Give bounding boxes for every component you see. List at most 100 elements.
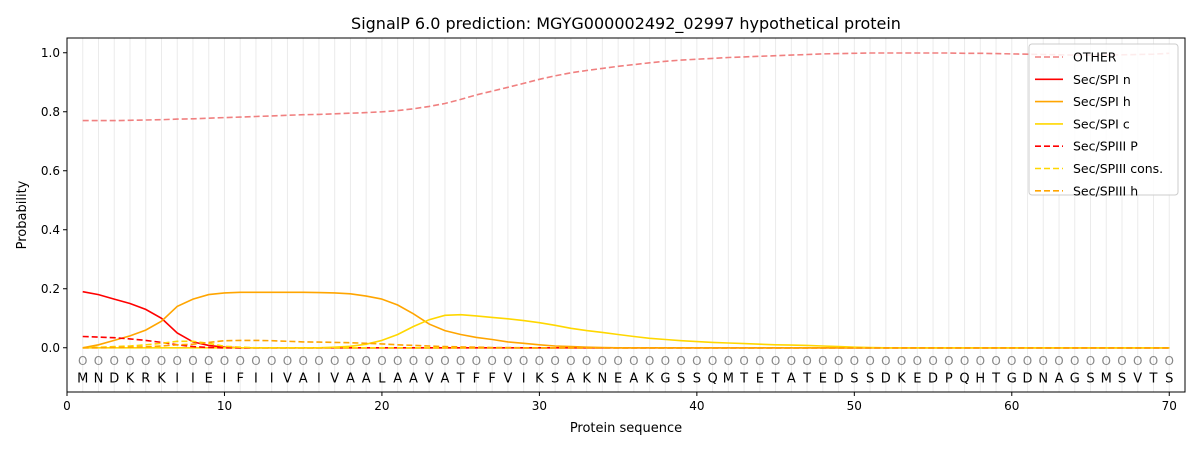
- region-marker: O: [582, 354, 591, 368]
- region-marker: O: [613, 354, 622, 368]
- region-marker: O: [220, 354, 229, 368]
- residue-label: K: [582, 371, 591, 386]
- y-axis-label: Probability: [15, 180, 30, 249]
- region-marker: O: [787, 354, 796, 368]
- residue-label: V: [283, 371, 292, 386]
- y-tick-label: 0.4: [41, 223, 60, 237]
- region-marker: O: [519, 354, 528, 368]
- region-marker: O: [188, 354, 197, 368]
- residue-label: I: [191, 371, 195, 386]
- residue-label: I: [522, 371, 526, 386]
- residue-label: I: [254, 371, 258, 386]
- residue-label: E: [756, 371, 764, 386]
- residue-label: V: [425, 371, 434, 386]
- region-marker: O: [692, 354, 701, 368]
- residue-label: R: [141, 371, 150, 386]
- residue-label: H: [975, 371, 985, 386]
- y-tick-label: 1.0: [41, 46, 60, 60]
- legend-box: [1028, 43, 1179, 196]
- residue-label: S: [850, 371, 858, 386]
- region-marker: O: [330, 354, 339, 368]
- x-tick-label: 50: [847, 399, 862, 413]
- residue-label: I: [270, 371, 274, 386]
- region-marker: O: [503, 354, 512, 368]
- x-tick-label: 20: [374, 399, 389, 413]
- region-marker: O: [724, 354, 733, 368]
- residue-label: Q: [707, 371, 717, 386]
- legend-label: Sec/SPIII h: [1073, 183, 1138, 198]
- residue-label: G: [660, 371, 670, 386]
- residue-label: A: [362, 371, 371, 386]
- residue-label: D: [1023, 371, 1033, 386]
- x-axis-label: Protein sequence: [570, 421, 682, 436]
- region-marker: O: [676, 354, 685, 368]
- residue-label: I: [175, 371, 179, 386]
- region-marker: O: [771, 354, 780, 368]
- residue-label: A: [409, 371, 418, 386]
- x-tick-label: 60: [1004, 399, 1019, 413]
- region-marker: O: [409, 354, 418, 368]
- region-marker: O: [897, 354, 906, 368]
- region-marker: O: [251, 354, 260, 368]
- region-marker: O: [708, 354, 717, 368]
- residue-label: K: [157, 371, 166, 386]
- region-marker: O: [944, 354, 953, 368]
- region-marker: O: [298, 354, 307, 368]
- residue-label: S: [866, 371, 874, 386]
- residue-label: F: [488, 371, 495, 386]
- legend-label: OTHER: [1073, 50, 1117, 65]
- residue-label: T: [1149, 371, 1158, 386]
- residue-label: S: [1165, 371, 1173, 386]
- region-marker: O: [1023, 354, 1032, 368]
- residue-label: N: [1038, 371, 1048, 386]
- residue-label: A: [346, 371, 355, 386]
- residue-label: K: [535, 371, 544, 386]
- region-marker: O: [755, 354, 764, 368]
- residue-label: E: [614, 371, 622, 386]
- residue-label: A: [629, 371, 638, 386]
- region-marker: O: [1165, 354, 1174, 368]
- residue-label: I: [223, 371, 227, 386]
- residue-label: D: [834, 371, 844, 386]
- region-marker: O: [267, 354, 276, 368]
- residue-label: M: [77, 371, 88, 386]
- residue-label: I: [317, 371, 321, 386]
- region-marker: O: [598, 354, 607, 368]
- region-marker: O: [1070, 354, 1079, 368]
- residue-label: T: [739, 371, 748, 386]
- residue-label: V: [503, 371, 512, 386]
- region-marker: O: [645, 354, 654, 368]
- residue-label: E: [205, 371, 213, 386]
- region-marker: O: [125, 354, 134, 368]
- x-tick-label: 70: [1162, 399, 1177, 413]
- residue-label: S: [693, 371, 701, 386]
- region-marker: O: [472, 354, 481, 368]
- residue-label: G: [1007, 371, 1017, 386]
- residue-label: S: [677, 371, 685, 386]
- residue-label: T: [771, 371, 780, 386]
- series-line-other: [82, 52, 1170, 122]
- x-tick-label: 0: [63, 399, 71, 413]
- series-line-sec-spi-h: [82, 291, 1170, 349]
- residue-label: L: [378, 371, 386, 386]
- region-marker: O: [802, 354, 811, 368]
- residue-label: A: [299, 371, 308, 386]
- region-marker: O: [818, 354, 827, 368]
- series-line-sec-spi-n: [82, 290, 1170, 349]
- region-marker: O: [204, 354, 213, 368]
- residue-label: S: [1086, 371, 1094, 386]
- residue-label: F: [236, 371, 243, 386]
- region-marker: O: [550, 354, 559, 368]
- region-marker: O: [881, 354, 890, 368]
- residue-label: A: [1055, 371, 1064, 386]
- region-marker: O: [314, 354, 323, 368]
- x-tick-label: 10: [217, 399, 232, 413]
- region-marker: O: [661, 354, 670, 368]
- region-marker: O: [157, 354, 166, 368]
- residue-label: M: [1101, 371, 1112, 386]
- region-marker: O: [346, 354, 355, 368]
- region-marker: O: [456, 354, 465, 368]
- residue-label: A: [566, 371, 575, 386]
- residue-label: N: [94, 371, 104, 386]
- series-line-sec-spi-c: [82, 313, 1170, 349]
